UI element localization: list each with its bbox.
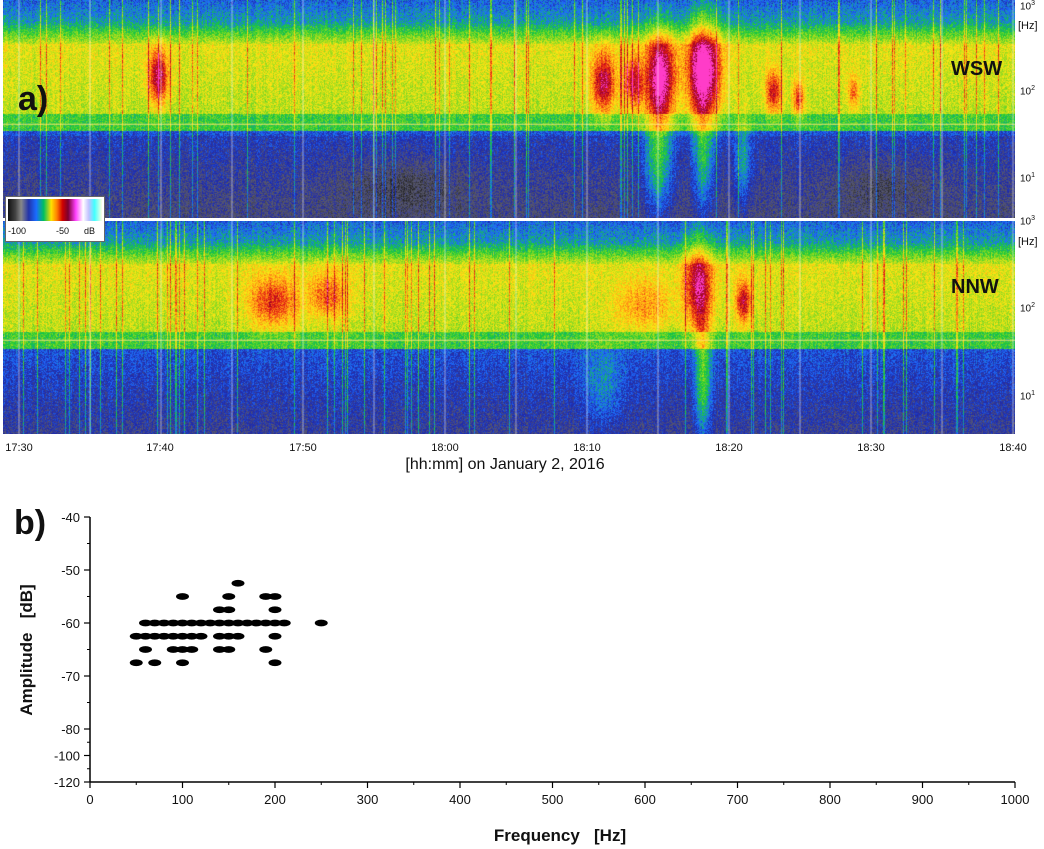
data-point [259,593,273,600]
data-point [139,646,152,653]
spectrogram-wsw [3,0,1015,218]
data-point [213,606,226,614]
freq-tick-bot-100: 102 [1020,302,1036,315]
data-point [176,632,189,640]
data-point [222,646,236,653]
time-tick: 18:10 [573,442,601,454]
x-tick-label: 600 [634,792,656,807]
colorbar: -100 -50 dB [5,196,105,242]
x-tick-label: 100 [172,792,194,807]
y-tick-label: -50 [61,563,80,578]
data-point [129,632,143,640]
data-point [157,632,171,640]
freq-tick-top-10: 101 [1020,172,1036,185]
data-point [185,619,199,627]
data-point [148,632,162,640]
data-point [240,619,254,627]
data-point [139,632,152,640]
x-tick-label: 700 [727,792,749,807]
data-point [222,619,236,627]
data-point [213,646,226,653]
x-axis-label: Frequency [Hz] [494,826,626,845]
data-point [176,593,189,600]
data-point [129,659,143,667]
y-tick-label: -100 [54,749,80,764]
chart-axes: -40 -50 -60 -70 -80 -100 -120 0 100 200 300 400 500 6… [54,510,1029,807]
time-tick: 17:50 [289,442,317,454]
x-tick-label: 1000 [1001,792,1030,807]
time-tick: 18:00 [431,442,459,454]
hz-unit-bottom: [Hz] [1018,236,1038,248]
direction-label-wsw: WSW [951,58,1003,80]
data-point [148,659,162,667]
data-point [222,606,236,614]
x-tick-label: 400 [449,792,471,807]
data-point [139,619,152,627]
data-point [259,646,273,653]
data-point [148,619,162,627]
y-tick-label: -40 [61,510,80,525]
y-tick-label: -60 [61,616,80,631]
data-point [176,619,189,627]
data-point [268,593,282,600]
time-tick: 18:20 [715,442,743,454]
time-tick: 18:40 [999,442,1027,454]
freq-tick-top-1000: 103 [1020,0,1036,13]
panel-a-label: a) [18,80,49,118]
y-tick-label: -120 [54,775,80,790]
colorbar-mid-label: -50 [56,226,70,236]
data-point [185,646,199,653]
data-point [213,632,226,640]
time-tick: 17:30 [5,442,33,454]
data-point [166,619,180,627]
data-point [259,619,273,627]
chart-points [129,579,328,667]
hz-unit-top: [Hz] [1018,20,1038,32]
freq-tick-bot-1000: 103 [1020,215,1036,228]
data-point [250,619,263,627]
data-point [268,632,282,640]
y-tick-label: -80 [61,722,80,737]
freq-tick-bot-10: 101 [1020,390,1036,403]
time-tick: 18:30 [857,442,885,454]
data-point [222,593,236,600]
y-axis-label: Amplitude [dB] [17,584,36,715]
colorbar-gradient [8,199,102,221]
data-point [185,632,199,640]
colorbar-min-label: -100 [8,226,27,236]
data-point [277,619,291,627]
y-tick-label: -70 [61,669,80,684]
x-tick-label: 500 [542,792,564,807]
data-point [222,632,236,640]
data-point [166,646,180,653]
data-point [231,579,245,587]
data-point [157,619,171,627]
freq-tick-top-100: 102 [1020,85,1036,98]
x-tick-label: 800 [819,792,841,807]
data-point [213,619,226,627]
colorbar-unit-label: dB [84,226,96,236]
time-axis-caption: [hh:mm] on January 2, 2016 [405,456,605,473]
panel-b-label: b) [14,504,46,542]
x-tick-label: 300 [357,792,379,807]
x-tick-label: 900 [912,792,934,807]
data-point [268,619,282,627]
x-tick-label: 0 [86,792,93,807]
data-point [268,659,282,667]
data-point [176,659,189,667]
spectrogram-nnw [3,221,1015,434]
data-point [194,632,208,640]
data-point [231,619,245,627]
data-point [203,619,217,627]
direction-label-nnw: NNW [951,276,999,298]
data-point [314,619,328,627]
data-point [231,632,245,640]
time-tick: 17:40 [146,442,174,454]
data-point [268,606,282,614]
x-tick-label: 200 [264,792,286,807]
data-point [166,632,180,640]
data-point [176,646,189,653]
data-point [194,619,208,627]
amplitude-frequency-chart: b) -40 -50 -60 -70 -80 -100 -120 0 100 200 300 400 5… [14,504,1029,845]
